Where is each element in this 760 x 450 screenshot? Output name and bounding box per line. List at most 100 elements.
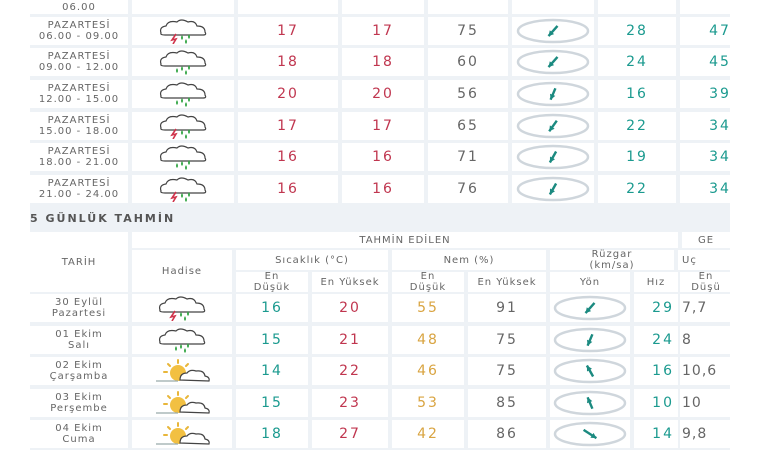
hourly-wind-gust: 47 <box>680 17 760 45</box>
daily-humidity-high: 85 <box>468 389 546 417</box>
hourly-day-label: PAZARTESİ <box>47 51 111 62</box>
hourly-wind-gust: 34 <box>680 175 760 203</box>
hourly-row: PAZARTESİ 21.00 - 24.00 16 16 76 22 34 <box>30 175 760 203</box>
hourly-time-label: 12.00 - 15.00 <box>38 94 120 105</box>
wind-direction-icon <box>515 18 591 44</box>
hourly-wind-direction <box>512 175 594 203</box>
hourly-feels-cell <box>342 0 424 14</box>
rain-icon <box>151 49 215 75</box>
wind-direction-icon <box>515 113 591 139</box>
daily-day-label: Çarşamba <box>49 371 109 382</box>
header-temp-high: En Yüksek <box>312 272 388 292</box>
daily-temp-high: 20 <box>312 294 388 322</box>
hourly-day-label: PAZARTESİ <box>47 115 111 126</box>
hourly-day-label: PAZARTESİ <box>47 146 111 157</box>
daily-wind-speed: 29 <box>634 294 678 322</box>
hourly-weather-cell <box>132 143 234 171</box>
hourly-temp: 18 <box>238 48 338 76</box>
hourly-wind-direction <box>512 143 594 171</box>
header-next-low: En Düşü <box>680 271 730 293</box>
hourly-weather-cell <box>132 0 234 14</box>
header-next-group: GE <box>682 232 730 248</box>
daily-weather-cell <box>132 326 232 354</box>
header-direction: Yön <box>550 272 630 292</box>
daily-wind-direction <box>550 357 630 385</box>
hourly-weather-cell <box>132 17 234 45</box>
daily-wind-speed: 14 <box>634 420 678 448</box>
hourly-time-cell: PAZARTESİ 18.00 - 21.00 <box>30 143 128 171</box>
daily-temp-high: 21 <box>312 326 388 354</box>
hourly-feels-like: 16 <box>342 143 424 171</box>
daily-date-label: 02 Ekim <box>55 360 103 371</box>
partly-cloudy-icon <box>150 421 214 447</box>
hourly-time-cell: PAZARTESİ 15.00 - 18.00 <box>30 112 128 140</box>
daily-row: 02 Ekim Çarşamba 14 22 46 75 16 10,6 <box>30 357 730 385</box>
hourly-humidity: 60 <box>428 48 508 76</box>
rain-icon <box>151 144 215 170</box>
daily-next-value: 8 <box>680 326 730 354</box>
header-hum-high: En Yüksek <box>468 272 546 292</box>
daily-date-label: 03 Ekim <box>55 392 103 403</box>
daily-wind-direction <box>550 389 630 417</box>
daily-humidity-low: 42 <box>392 420 464 448</box>
five-day-title: 5 GÜNLÜK TAHMİN <box>30 212 176 225</box>
hourly-weather-cell <box>132 112 234 140</box>
hourly-wind-direction <box>512 80 594 108</box>
daily-row: 01 Ekim Salı 15 21 48 75 24 8 <box>30 326 730 354</box>
daily-temp-low: 14 <box>236 357 308 385</box>
hourly-time-cell: PAZARTESİ 09.00 - 12.00 <box>30 48 128 76</box>
daily-wind-direction <box>550 420 630 448</box>
hourly-row: PAZARTESİ 15.00 - 18.00 17 17 65 22 34 <box>30 112 760 140</box>
header-humidity: Nem (%) <box>392 250 546 270</box>
hourly-wind-direction <box>512 17 594 45</box>
wind-direction-icon <box>515 49 591 75</box>
hourly-weather-cell <box>132 175 234 203</box>
hourly-wind-gust: 34 <box>680 143 760 171</box>
daily-day-label: Salı <box>67 340 91 351</box>
wind-direction-icon <box>552 358 628 384</box>
daily-next-value: 10 <box>680 389 730 417</box>
header-speed: Hız <box>634 272 678 292</box>
header-uc: Uç <box>678 250 730 270</box>
daily-humidity-high: 91 <box>468 294 546 322</box>
hourly-row: PAZARTESİ 12.00 - 15.00 20 20 56 16 39 <box>30 80 760 108</box>
wind-direction-icon <box>552 421 628 447</box>
hourly-wind-direction <box>512 48 594 76</box>
hourly-speed-cell <box>598 0 676 14</box>
hourly-time-cell: 06.00 <box>30 0 128 14</box>
hourly-row: PAZARTESİ 06.00 - 09.00 17 17 75 28 47 <box>30 17 760 45</box>
daily-humidity-high: 75 <box>468 357 546 385</box>
daily-humidity-high: 75 <box>468 326 546 354</box>
rain-thunder-icon <box>151 176 215 202</box>
hourly-temp: 17 <box>238 17 338 45</box>
partly-cloudy-icon <box>150 358 214 384</box>
hourly-time-label: 18.00 - 21.00 <box>38 157 120 168</box>
hourly-time-label: 15.00 - 18.00 <box>38 126 120 137</box>
wind-direction-icon <box>515 144 591 170</box>
hourly-day-label: PAZARTESİ <box>47 20 111 31</box>
daily-temp-low: 15 <box>236 389 308 417</box>
daily-wind-speed: 10 <box>634 389 678 417</box>
hourly-time-label: 06.00 - 09.00 <box>38 31 120 42</box>
daily-row: 04 Ekim Cuma 18 27 42 86 14 9,8 <box>30 420 730 448</box>
hourly-wind-speed: 22 <box>598 175 676 203</box>
hourly-wind-gust: 45 <box>680 48 760 76</box>
hourly-humidity: 76 <box>428 175 508 203</box>
daily-day-label: Perşembe <box>50 403 108 414</box>
rain-icon <box>150 327 214 353</box>
daily-humidity-low: 46 <box>392 357 464 385</box>
daily-date-cell: 02 Ekim Çarşamba <box>30 357 128 385</box>
daily-humidity-high: 86 <box>468 420 546 448</box>
rain-thunder-icon <box>150 295 214 321</box>
rain-icon <box>151 81 215 107</box>
header-hum-low: En Düşük <box>392 271 464 293</box>
hourly-humidity-cell <box>428 0 508 14</box>
hourly-wind-gust: 39 <box>680 80 760 108</box>
daily-date-cell: 04 Ekim Cuma <box>30 420 128 448</box>
hourly-feels-like: 18 <box>342 48 424 76</box>
hourly-day-label: PAZARTESİ <box>47 83 111 94</box>
header-event: Hadise <box>132 250 232 292</box>
hourly-wind-speed: 19 <box>598 143 676 171</box>
rain-thunder-icon <box>151 18 215 44</box>
